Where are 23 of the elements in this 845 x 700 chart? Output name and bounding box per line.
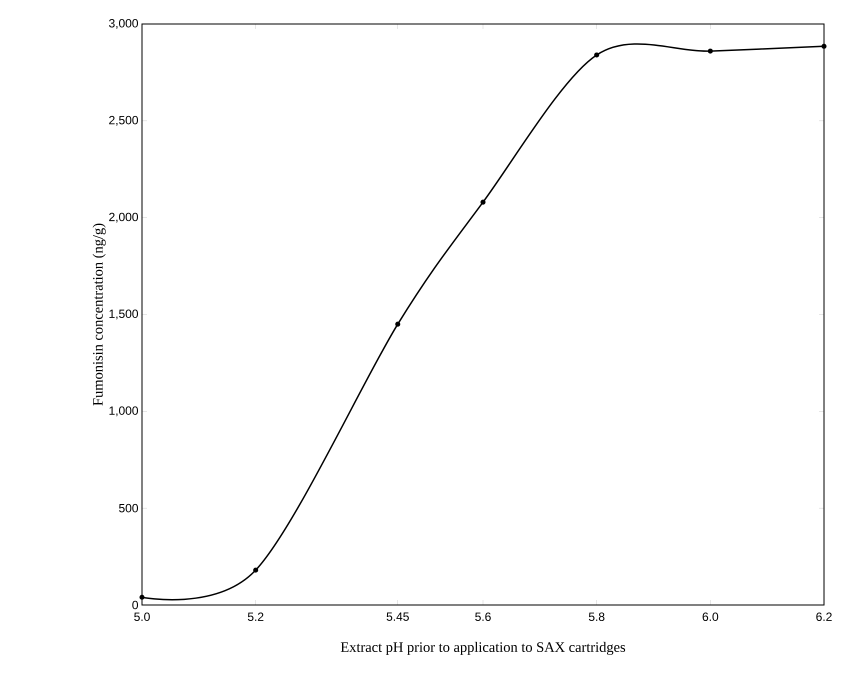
point [821, 44, 827, 49]
x-tick-label: 5.0 [134, 612, 150, 621]
y-tick-label: 1,000 [109, 406, 138, 416]
point [708, 48, 713, 54]
point [480, 200, 486, 205]
x-tick-label: 5.6 [475, 612, 491, 621]
y-tick-label: 3,000 [109, 19, 138, 29]
x-tick-label: 6.2 [816, 612, 832, 621]
point [253, 568, 258, 573]
x-axis-title: Extract pH prior to application to SAX cartridges [340, 642, 626, 655]
y-tick-label: 0 [132, 600, 138, 610]
point [594, 52, 600, 58]
point [395, 322, 400, 327]
x-tick-label: 5.2 [248, 612, 264, 621]
y-axis-title: Fumonisin concentration (ng/g) [92, 224, 106, 406]
y-tick-label: 1,500 [109, 310, 138, 320]
point [139, 594, 145, 600]
y-tick-label: 2,000 [109, 212, 138, 223]
x-tick-label: 6.0 [702, 612, 718, 621]
x-tick-label: 5.8 [588, 612, 604, 621]
y-tick-label: 2,500 [109, 116, 138, 126]
x-tick-label: 5.45 [386, 612, 409, 621]
y-tick-label: 500 [119, 504, 138, 512]
